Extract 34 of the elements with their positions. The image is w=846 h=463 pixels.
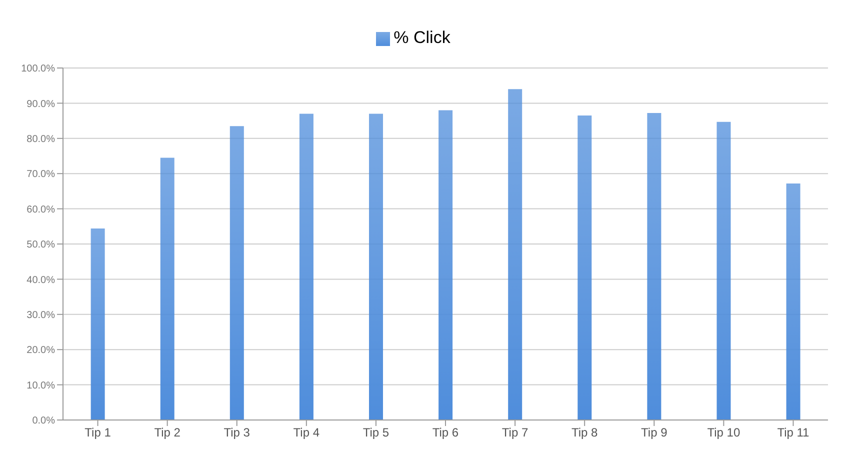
y-tick-label: 70.0% (26, 169, 56, 180)
bar (438, 110, 453, 420)
bar (369, 114, 383, 420)
x-tick-label: Tip 1 (84, 426, 112, 440)
y-tick-label: 80.0% (26, 134, 56, 145)
y-tick-label: 60.0% (26, 204, 56, 216)
bar (508, 89, 522, 420)
bar (786, 183, 800, 420)
x-tick-label: Tip 9 (641, 426, 668, 440)
bar (230, 126, 244, 420)
y-tick-label: 50.0% (26, 240, 56, 251)
y-tick-label: 30.0% (26, 310, 56, 321)
bar (578, 116, 592, 420)
bar (160, 158, 174, 420)
x-tick-label: Tip 11 (777, 426, 810, 440)
y-tick-label: 10.0% (26, 380, 56, 392)
y-tick-label: 100.0% (21, 64, 56, 75)
y-tick-label: 40.0% (26, 274, 56, 286)
x-tick-label: Tip 8 (571, 426, 598, 440)
bar (90, 228, 105, 420)
x-tick-label: Tip 3 (224, 426, 250, 440)
y-tick-label: 20.0% (26, 345, 56, 356)
x-tick-label: Tip 4 (293, 426, 320, 440)
bar (647, 113, 662, 420)
y-tick-label: 90.0% (26, 98, 56, 110)
x-tick-label: Tip 2 (154, 426, 181, 440)
legend-label: % Click (394, 28, 450, 47)
bar (299, 114, 314, 420)
x-tick-label: Tip 10 (707, 426, 740, 440)
x-tick-label: Tip 6 (432, 426, 459, 440)
x-tick-label: Tip 7 (502, 426, 528, 440)
x-tick-label: Tip 5 (362, 426, 390, 440)
y-tick-label: 0.0% (32, 416, 56, 427)
bar (716, 122, 731, 420)
